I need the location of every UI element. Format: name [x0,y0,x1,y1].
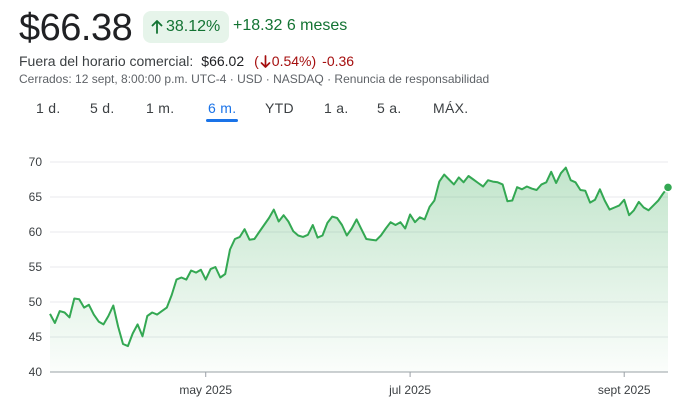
y-tick-label: 65 [29,190,43,204]
current-price: $66.38 [19,7,133,49]
tab-5d[interactable]: 5 d. [90,100,115,116]
after-hours-percent-group: ( 0.54% ) [254,53,316,69]
price-chart[interactable]: 40 45 50 55 60 65 70 may 2025 jul 2025 sept 2025 [0,130,689,409]
x-tick-label: jul 2025 [388,383,431,397]
price-area-fill [50,167,668,372]
after-hours-percent: 0.54% [271,53,312,69]
y-tick-label: 40 [29,365,43,379]
tab-1y[interactable]: 1 a. [324,100,349,116]
price-line [49,166,669,348]
y-tick-label: 70 [29,155,43,169]
x-tick-label: sept 2025 [598,383,651,397]
x-tick-label: may 2025 [179,383,232,397]
arrow-up-icon [151,20,163,34]
last-price-dot [662,182,674,193]
change-badge: 38.12% [143,11,230,43]
tab-max[interactable]: MÁX. [433,100,469,116]
tab-1d[interactable]: 1 d. [36,100,61,116]
y-tick-label: 50 [29,295,43,309]
x-axis: may 2025 jul 2025 sept 2025 [179,372,651,397]
tab-ytd[interactable]: YTD [265,100,294,116]
y-tick-label: 45 [29,330,43,344]
y-tick-label: 55 [29,260,43,274]
after-hours-absolute: -0.36 [322,53,355,69]
after-hours-row: Fuera del horario comercial: $66.02 ( 0.… [19,53,354,69]
tab-1m[interactable]: 1 m. [146,100,175,116]
market-status-disclaimer: Cerrados: 12 sept, 8:00:00 p.m. UTC-4 · … [19,72,490,86]
y-tick-label: 60 [29,225,43,239]
after-hours-price: $66.02 [201,53,245,69]
paren-open: ( [254,53,259,69]
change-absolute: +18.32 6 meses [233,17,348,34]
after-hours-label: Fuera del horario comercial: [19,53,194,69]
arrow-down-icon [260,54,271,68]
change-percent: 38.12% [166,18,221,35]
tab-6m[interactable]: 6 m. [205,100,239,122]
tab-5y[interactable]: 5 a. [377,100,402,116]
y-axis-labels: 40 45 50 55 60 65 70 [29,155,43,379]
paren-close: ) [311,53,317,69]
